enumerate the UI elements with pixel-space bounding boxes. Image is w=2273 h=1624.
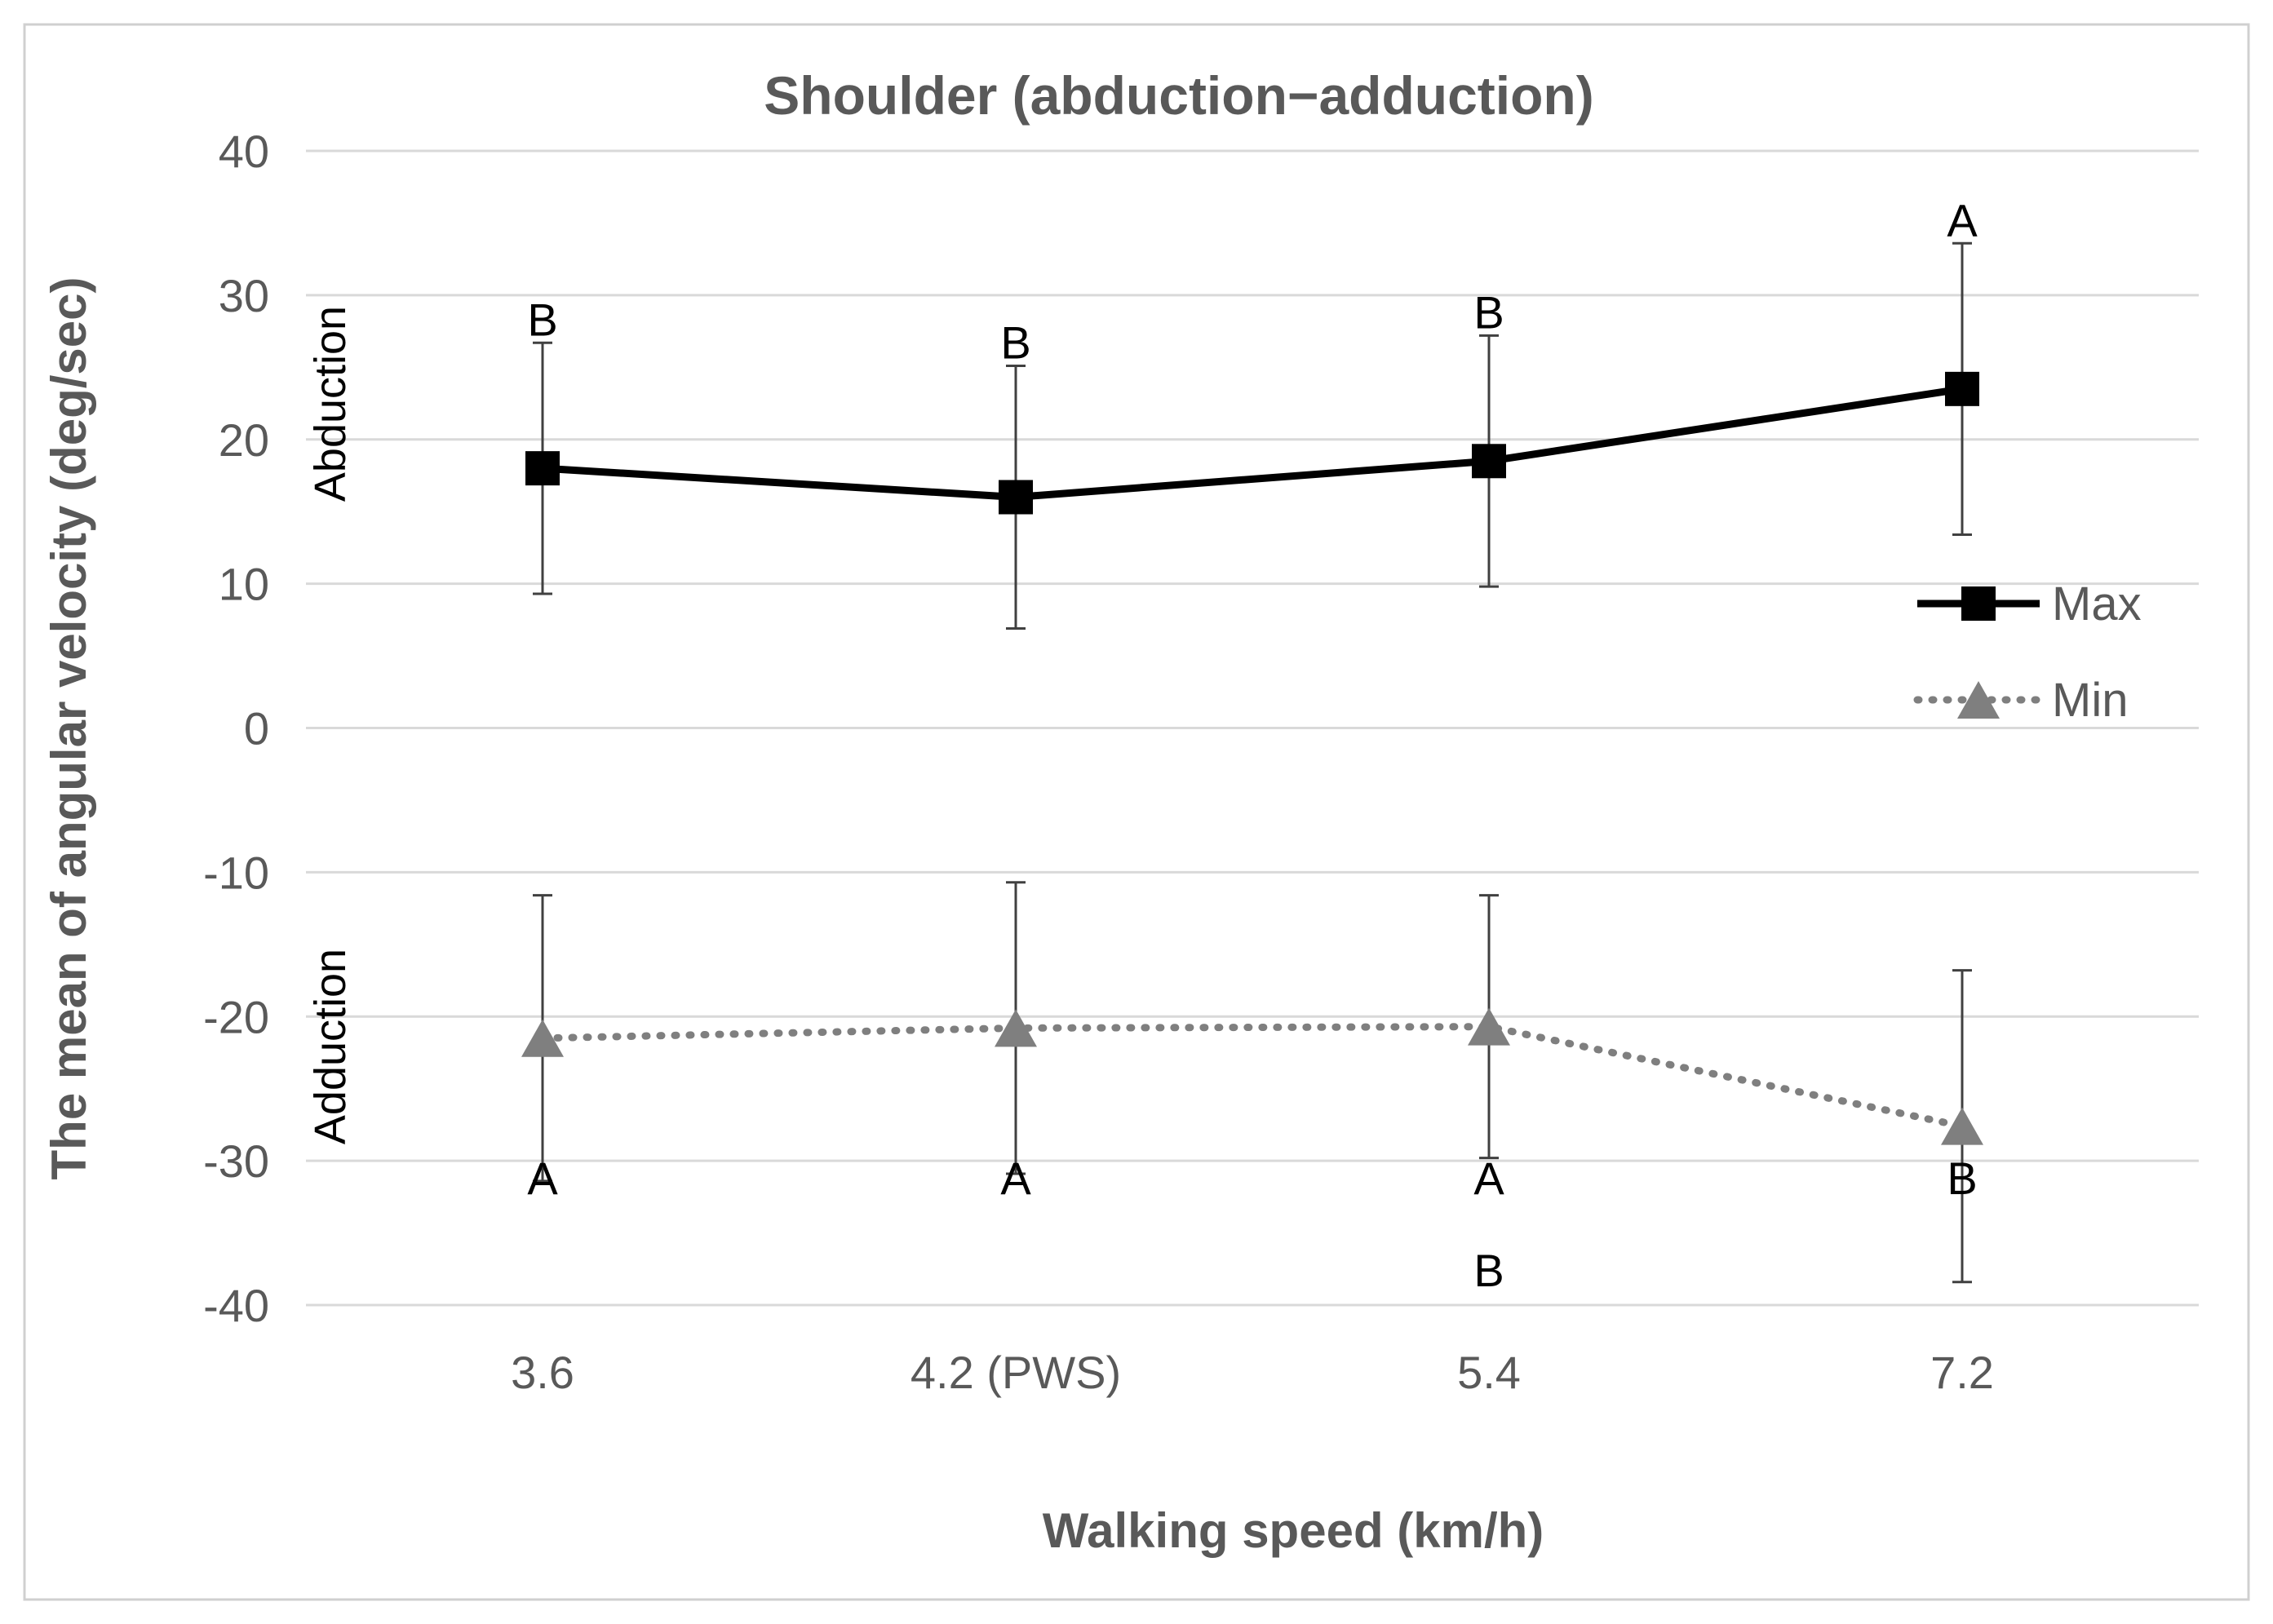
y-tick-label: -40 [203,1280,269,1331]
x-axis-ticks: 3.6 4.2 (PWS) 5.4 7.2 [511,1347,1994,1398]
series-layer [521,241,1983,1284]
data-point-max [1945,371,1979,406]
significance-label-min: A [1473,1153,1504,1204]
y-tick-label: 40 [219,126,269,177]
significance-label-min: B [1473,1245,1504,1296]
abduction-region-label: Abduction [306,306,355,502]
significance-label-max: A [1947,194,1978,246]
legend-marker-min [1957,681,2000,719]
gridlines [306,149,2199,1307]
legend: Max Min [1913,577,2142,727]
data-point-min [521,1019,564,1057]
y-tick-label: 0 [244,703,269,754]
legend-item-min: Min [1913,674,2128,727]
legend-marker-max [1961,586,1996,621]
data-point-min [995,1009,1037,1047]
significance-label-max: B [1000,317,1030,369]
y-tick-label: -20 [203,991,269,1042]
legend-label-min: Min [2052,674,2128,727]
chart-title: Shoulder (abduction−adduction) [764,65,1593,126]
series-line-min [538,1023,1966,1131]
chart-border [23,23,2250,1601]
data-point-max [999,480,1033,515]
legend-label-max: Max [2052,577,2142,631]
x-tick-label: 7.2 [1930,1347,1994,1398]
significance-label-max: B [1473,287,1504,339]
x-tick-label: 5.4 [1457,1347,1521,1398]
data-point-max [1472,444,1506,479]
data-point-min [1941,1107,1983,1145]
adduction-region-label: Adduction [306,949,355,1144]
significance-label-max: B [527,294,557,345]
x-tick-label: 4.2 (PWS) [911,1347,1121,1398]
y-tick-label: -30 [203,1135,269,1187]
series-max [525,241,1979,630]
data-point-min [1468,1007,1510,1046]
x-tick-label: 3.6 [511,1347,574,1398]
series-line-max [542,385,1963,501]
x-axis-title: Walking speed (km/h) [1043,1503,1544,1558]
significance-label-min: A [1000,1153,1031,1204]
y-tick-label: -10 [203,847,269,898]
significance-label-min: B [1947,1153,1977,1204]
y-axis-ticks: 40 30 20 10 0 -10 -20 -30 -40 [203,126,269,1331]
legend-item-max: Max [1917,577,2142,631]
y-tick-label: 20 [219,414,269,466]
y-tick-label: 10 [219,559,269,610]
series-min [521,881,1983,1284]
significance-label-min: A [527,1153,558,1204]
y-axis-title: The mean of angular velocity (deg/sec) [42,277,96,1180]
y-tick-label: 30 [219,270,269,321]
data-point-max [525,451,560,486]
